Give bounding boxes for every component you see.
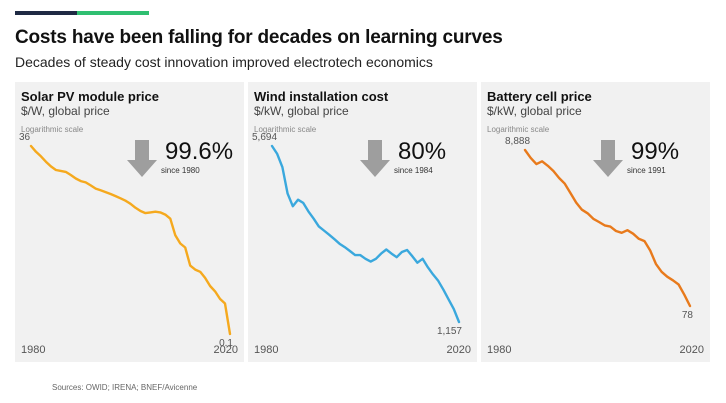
- down-arrow-icon: [360, 140, 390, 177]
- series-line: [270, 144, 461, 324]
- down-arrow-icon: [593, 140, 623, 177]
- decline-percent: 80%: [398, 138, 447, 165]
- start-value-label: 8,888: [505, 136, 531, 147]
- x-tick-start: 1980: [21, 344, 46, 356]
- x-tick-end: 2020: [446, 344, 471, 356]
- accent-bar: [15, 11, 149, 15]
- down-arrow-icon: [127, 140, 157, 177]
- sources-note: Sources: OWID; IRENA; BNEF/Avicenne: [52, 383, 198, 392]
- panel-wind: Wind installation cost $/kW, global price…: [248, 82, 477, 362]
- since-label: since 1980: [161, 166, 200, 175]
- panel-title: Battery cell price: [487, 89, 592, 104]
- line-chart: [523, 148, 692, 308]
- since-label: since 1991: [627, 166, 666, 175]
- end-value-label: 78: [681, 310, 693, 321]
- panel-battery: Battery cell price $/kW, global price Loga…: [481, 82, 710, 362]
- panel-solar: Solar PV module price $/W, global price Lo…: [15, 82, 244, 362]
- x-tick-end: 2020: [679, 344, 704, 356]
- panel-title: Solar PV module price: [21, 89, 159, 104]
- line-chart: [29, 144, 232, 336]
- page-title: Costs have been falling for decades on l…: [15, 27, 503, 48]
- series-line: [523, 148, 692, 308]
- accent-bar-dark: [15, 11, 77, 15]
- start-value-label: 5,694: [252, 132, 278, 143]
- panel-title: Wind installation cost: [254, 89, 389, 104]
- start-value-label: 36: [19, 132, 31, 143]
- scale-note: Logarithmic scale: [254, 125, 317, 134]
- accent-bar-green: [77, 11, 149, 15]
- end-value-label: 1,157: [436, 326, 462, 337]
- series-line: [29, 144, 232, 336]
- panel-unit: $/kW, global price: [254, 104, 349, 118]
- scale-note: Logarithmic scale: [487, 125, 550, 134]
- scale-note: Logarithmic scale: [21, 125, 84, 134]
- end-value-label: 0.1: [219, 338, 233, 349]
- panel-unit: $/kW, global price: [487, 104, 582, 118]
- x-tick-start: 1980: [487, 344, 512, 356]
- panel-unit: $/W, global price: [21, 104, 110, 118]
- decline-percent: 99.6%: [165, 138, 234, 165]
- x-tick-start: 1980: [254, 344, 279, 356]
- since-label: since 1984: [394, 166, 433, 175]
- page-subtitle: Decades of steady cost innovation improv…: [15, 54, 433, 70]
- decline-percent: 99%: [631, 138, 680, 165]
- x-tick-end: 2020: [213, 344, 238, 356]
- line-chart: [270, 144, 461, 324]
